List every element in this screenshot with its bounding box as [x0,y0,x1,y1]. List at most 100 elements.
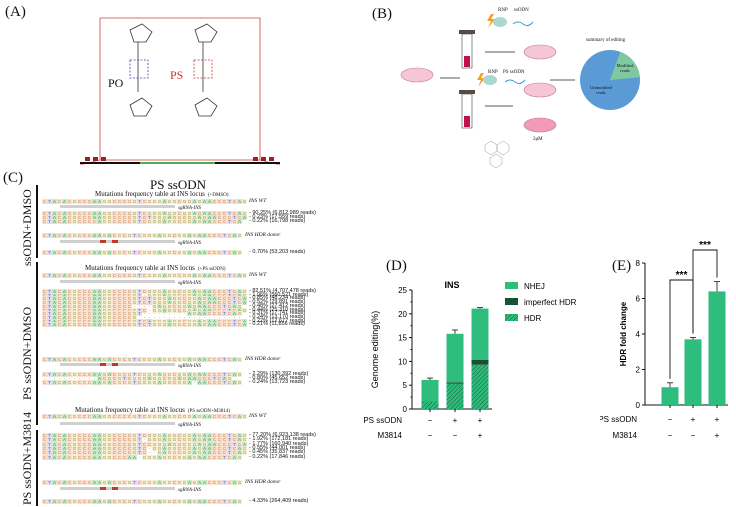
bar-segment-hdr [421,401,439,409]
bar-segment-imperfect-hdr [446,382,464,384]
allele-sequence: C T A C A C G C C C A A GG C C C C G T C GGG A GG C GG A G A A C C C T C A… [42,211,247,216]
wt-label: INS WT [249,272,267,278]
rnp-label-2: RNP [488,70,498,75]
significance-label: *** [699,240,711,251]
nucleotide-structure-left [129,23,153,117]
m3814-molecule [484,140,510,169]
bar-segment-nhej [446,333,464,383]
allele-sequence: C T A C A C G C C C A A GG C C C C G T - GGG A GG C GG A G A A C C C T C A… [42,437,247,443]
condition-row-label: PS ssODN [363,416,402,425]
condition-mark: − [668,431,673,440]
hdr-allele-sequence: C T A C A C G C C C A A G A C G C G T C GGG A GG C GG A G A A C C C T C A G [42,372,242,377]
hdr-allele-sequence: C T A C A C G C C C A A G A C G C G T C GGG A GG C GG A G A A C C C T C A G [42,499,242,504]
sgrna-label: sgRNA-INS [178,488,202,493]
condition-mark: + [715,431,720,440]
significance-label: *** [676,270,688,281]
hdr-allele-sequence: C T A C A C G C C C A A G A C G C G T C GGG A GG C GG A - A A C C C T C A G [42,380,242,385]
table-title-line: Mutations frequency table at INS locus (+… [85,262,226,274]
panel-b-label: (B) [372,6,392,22]
bar-segment-imperfect-hdr [471,359,489,365]
section-condition-label: PS ssODN+M3814 [20,411,34,505]
pie-modified [610,51,640,80]
ps-label: PS [170,68,184,82]
condition-row-label: M3814 [613,431,638,440]
y-tick-label: 5 [403,381,408,390]
hdr-allele-frequency: - 0.80% (45,652 reads) [249,375,306,381]
bar-segment-hdr [471,364,489,409]
allele-frequency: - 0.22% (17,846 reads) [249,453,306,460]
mutation-marker [100,240,106,243]
sgrna-bar [60,205,175,208]
condition-mark: − [428,431,433,440]
allele-frequency: - 0.45% (35,837 reads) [249,449,306,456]
legend-swatch [505,314,518,321]
allele-sequence: C T A C A C G C C C A A GG C C C C G T C T GGG A GG C GG A G A A C C C T C… [42,300,247,306]
y-tick-label: 2 [636,366,641,375]
wt-sequence: C T A C A C G C C C A A GG C C C C G T C GGG A GG C GG A G A A C C C T C A… [42,414,247,419]
chart-title: INS [444,280,459,290]
significance-bracket [692,249,718,334]
y-axis-label: Genome editing(%) [370,311,380,389]
bar-segment-nhej [471,308,489,360]
bar-segment-hdr [446,383,464,409]
allele-frequency: - 0.21% (11,856 reads) [249,321,305,328]
rnp-label: RNP [498,8,508,13]
allele-frequency: - 0.52% (29,891 reads) [249,299,306,306]
allele-sequence: C T A C A C G C C C A A GG C C C C G T C - GG A GG C GG A G A A C C C T C A… [42,307,247,313]
allele-sequence: C T A C A C G C C C A A GG C C C C G T C - - G A GG C GG A G A A C C C T C A… [42,450,247,456]
y-tick-label: 4 [636,330,641,339]
panel-c-label: (C) [3,170,23,186]
panel-e-label: (E) [612,258,632,274]
allele-sequence: C T A C A C G C C C A A GG C C C C G T - GGG A GG C GG A G A A C C C T C A… [42,292,247,298]
section-divider [36,430,38,506]
condition-mark: − [428,416,433,425]
hdr-donor-label: INS HDR donor [245,232,281,238]
bar-segment-nhej [421,379,439,402]
bar [708,291,726,405]
allele-frequency: - 0.31% (17,741 reads) [249,310,306,317]
wt-label: INS WT [249,413,267,419]
allele-sequence: C T A C A C G C C C A A GG C C C C - - - - G A GG C GG A G A A C C C T C A G [42,303,242,309]
section-condition-label: PS ssODN+DMSO [20,306,34,400]
allele-frequency: - 1.77% (160,940 reads) [249,440,309,447]
y-tick-label: 25 [398,286,407,295]
hdr-allele-frequency: - 0.24% (13,723 reads) [249,379,306,385]
sgrna-bar [60,280,175,283]
allele-frequency: - 0.55% (44,001 reads) [249,444,306,451]
section-condition-label: ssODN+DMSO [20,189,34,266]
hdr-allele-frequency: - 0.70% (53,203 reads) [249,249,306,255]
pie-title: summary of editing [586,38,626,43]
hdr-donor-label: INS HDR donor [245,479,281,485]
mutation-marker [112,363,118,366]
legend-label: HDR [524,314,542,323]
table-title: Mutations frequency table at INS locus [85,264,195,272]
allele-frequency: - 0.48% (27,412 reads) [249,302,306,309]
stacked-bar-chart-ins: 0 5 10 15 20 25 Genome editing(%) INS PS ssODN − +… [363,280,576,440]
allele-sequence: C T A C A C G C C C A A GG C C C C G T C T GGG A GG C GG A G A A C C C T C… [42,215,247,220]
ps-ssodn-label: PS ssODN [503,70,525,75]
sgrna-label: sgRNA-INS [178,364,202,369]
condition-mark: − [668,415,673,424]
condition-mark: − [691,431,696,440]
hdr-donor-label: INS HDR donor [245,356,281,362]
panel-a-label: (A) [5,4,26,20]
ps-chemistry-diagram [80,17,280,166]
condition-row-label: M3814 [378,431,403,440]
nucleotide-structure-right [193,23,218,117]
allele-frequency: - 0.23% (17,559 reads) [249,214,306,220]
table-title-line: Mutations frequency table at INS locus (+… [95,188,228,200]
allele-frequency: - 0.44% (25,310 reads) [249,306,306,313]
pie-modified-label: Modified reads [616,63,634,73]
sgrna-label: sgRNA-INS [178,206,202,211]
electroporation-icon [477,73,485,87]
y-tick-label: 10 [398,357,407,366]
allele-frequency: - 0.22% (12,677 reads) [249,317,306,324]
allele-frequency: - 0.24% (13,170 reads) [249,313,306,320]
allele-frequency: - 82.51% (4,707,478 reads) [249,288,316,294]
allele-sequence: C T A C A C G C C C A A GG C C C A A - GGG A GG C GG A G A A C C C T C A G [42,454,242,460]
allele-sequence: C T A C A C G C C C A A GG C C C C G T C - GG A GG C GG A G A A C C C T C A… [42,445,247,451]
condition-mark: − [453,431,458,440]
cuvette-top [459,30,475,69]
ssodn-label: ssODN [514,8,529,13]
